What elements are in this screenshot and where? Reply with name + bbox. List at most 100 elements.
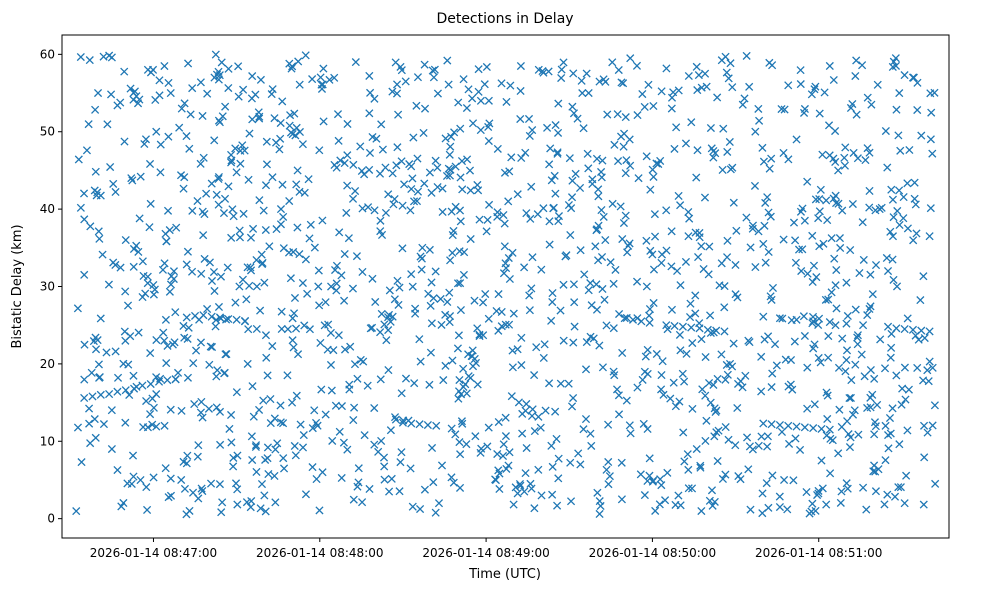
data-point	[286, 128, 296, 137]
data-point	[892, 282, 902, 291]
data-point	[783, 505, 792, 514]
data-point	[866, 302, 875, 311]
data-point	[212, 315, 221, 324]
data-point	[448, 248, 457, 257]
data-point	[465, 166, 475, 175]
data-point	[160, 336, 169, 345]
data-point	[270, 114, 279, 123]
data-point	[380, 475, 389, 484]
data-point	[781, 355, 790, 364]
data-point	[570, 322, 579, 331]
data-point	[662, 206, 671, 215]
data-point	[770, 340, 780, 349]
data-point	[764, 208, 773, 217]
data-point	[569, 338, 578, 347]
data-point	[214, 75, 223, 84]
data-point	[346, 342, 355, 351]
data-point	[128, 451, 138, 460]
data-point	[543, 123, 552, 132]
data-point	[236, 146, 245, 155]
data-point	[617, 458, 626, 467]
data-point	[120, 137, 129, 146]
data-point	[182, 132, 191, 141]
data-point	[256, 306, 265, 315]
data-point	[119, 359, 128, 368]
data-point	[919, 272, 928, 281]
data-point	[818, 150, 827, 159]
data-point	[468, 94, 477, 103]
data-point	[448, 356, 457, 365]
data-point	[200, 210, 209, 219]
data-point	[900, 325, 909, 334]
data-point	[928, 421, 937, 430]
data-point	[476, 96, 485, 105]
data-point	[616, 202, 625, 211]
data-point	[575, 183, 585, 192]
data-point	[814, 486, 823, 495]
data-point	[212, 190, 221, 199]
data-point	[721, 422, 730, 432]
data-point	[408, 502, 417, 511]
data-point	[888, 404, 897, 413]
data-point	[271, 138, 281, 147]
data-point	[438, 184, 447, 193]
data-point	[859, 321, 868, 330]
data-point	[484, 423, 493, 432]
data-point	[98, 250, 107, 259]
data-point	[757, 352, 766, 361]
data-point	[706, 398, 715, 407]
data-point	[814, 314, 824, 323]
data-point	[666, 394, 675, 403]
data-point	[184, 323, 193, 332]
data-point	[121, 336, 130, 345]
data-point	[754, 104, 763, 113]
data-point	[356, 355, 365, 364]
data-point	[426, 348, 435, 357]
data-point	[748, 224, 757, 233]
data-point	[155, 91, 164, 100]
data-point	[681, 139, 691, 148]
data-point	[853, 154, 862, 163]
data-point	[803, 269, 812, 278]
data-point	[236, 159, 245, 168]
data-point	[911, 200, 920, 209]
data-point	[266, 395, 275, 404]
data-point	[779, 148, 788, 157]
data-point	[335, 228, 344, 237]
data-point	[382, 336, 391, 345]
data-point	[447, 132, 456, 141]
data-point	[292, 123, 301, 132]
data-point	[612, 385, 622, 394]
data-point	[248, 382, 257, 391]
data-point	[923, 428, 932, 437]
data-point	[746, 243, 755, 252]
data-point	[903, 224, 912, 233]
data-point	[615, 309, 624, 319]
data-point	[454, 98, 463, 107]
data-point	[618, 348, 627, 358]
data-point	[287, 64, 296, 73]
data-point	[650, 232, 660, 241]
data-point	[456, 279, 465, 288]
data-point	[313, 421, 322, 430]
data-point	[139, 423, 148, 432]
data-point	[266, 419, 275, 428]
data-point	[605, 472, 614, 481]
data-point	[145, 223, 154, 232]
data-point	[509, 309, 518, 318]
data-point	[163, 376, 172, 385]
data-point	[927, 108, 936, 117]
data-point	[880, 364, 890, 373]
data-point	[880, 500, 889, 509]
data-point	[430, 65, 439, 74]
data-point	[299, 431, 308, 440]
data-point	[261, 455, 270, 464]
data-point	[548, 289, 557, 298]
data-point	[931, 479, 940, 488]
data-point	[614, 391, 623, 400]
data-point	[926, 204, 935, 213]
data-point	[584, 164, 593, 173]
data-point	[456, 173, 465, 182]
data-point	[94, 360, 103, 369]
data-point	[761, 198, 770, 207]
